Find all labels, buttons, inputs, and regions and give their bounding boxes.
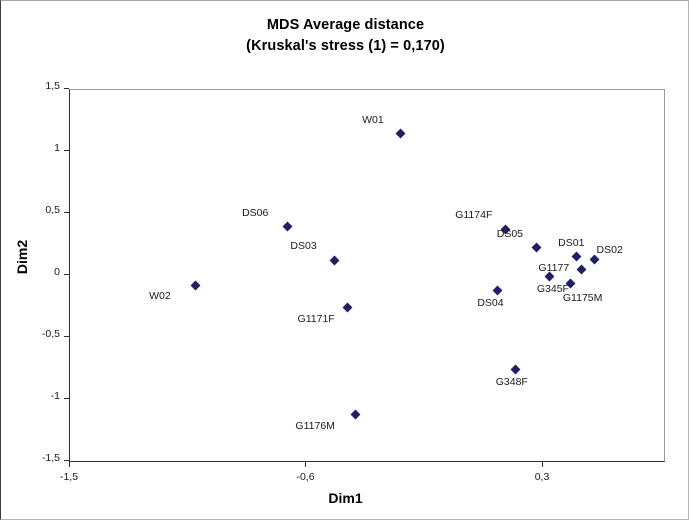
y-tick-label: 0,5	[45, 204, 60, 216]
data-point-label: DS06	[242, 206, 269, 219]
data-point-label: G1175M	[562, 291, 603, 304]
x-tick-label: -1,5	[59, 471, 79, 483]
x-axis-label: Dim1	[328, 490, 363, 506]
data-point-label: G345F	[536, 283, 569, 296]
x-tick-label: 0,3	[534, 471, 550, 483]
x-tick-label: -0,6	[296, 471, 315, 483]
data-point-label: DS01	[558, 236, 585, 249]
y-tick-label: 0	[54, 266, 60, 278]
y-tick-label: -1	[50, 390, 60, 402]
data-point-label: DS04	[477, 297, 504, 310]
y-tick-mark	[64, 87, 69, 89]
chart-title: MDS Average distance (Kruskal's stress (…	[1, 15, 688, 57]
y-tick-label: -1,5	[41, 452, 60, 464]
data-point-label: W02	[149, 290, 171, 303]
y-tick-label: 1,5	[45, 80, 60, 92]
data-point-label: DS02	[596, 244, 623, 257]
y-axis-label: Dim2	[14, 239, 30, 275]
plot-area	[69, 89, 665, 462]
data-point-label: W01	[362, 113, 384, 126]
x-tick-mark	[68, 462, 70, 467]
data-point-label: G1171F	[297, 313, 335, 326]
y-tick-mark	[64, 459, 69, 461]
data-point-label: DS03	[290, 240, 317, 253]
y-tick-mark	[64, 273, 69, 275]
data-point-label: DS05	[496, 227, 523, 240]
data-point-label: G1177	[538, 262, 570, 275]
y-tick-label: -0,5	[41, 328, 60, 340]
y-tick-mark	[64, 335, 69, 337]
data-point-label: G348F	[495, 376, 528, 389]
y-tick-mark	[64, 397, 69, 399]
data-point-label: G1174F	[455, 209, 493, 222]
chart-title-line-2: (Kruskal's stress (1) = 0,170)	[246, 38, 445, 54]
data-point-label: G1176M	[295, 420, 335, 433]
chart-title-line-1: MDS Average distance	[266, 17, 425, 33]
y-tick-mark	[64, 149, 69, 151]
y-tick-label: 1	[54, 142, 60, 154]
x-tick-mark	[541, 462, 543, 467]
y-tick-mark	[64, 211, 69, 213]
x-tick-mark	[305, 462, 306, 467]
